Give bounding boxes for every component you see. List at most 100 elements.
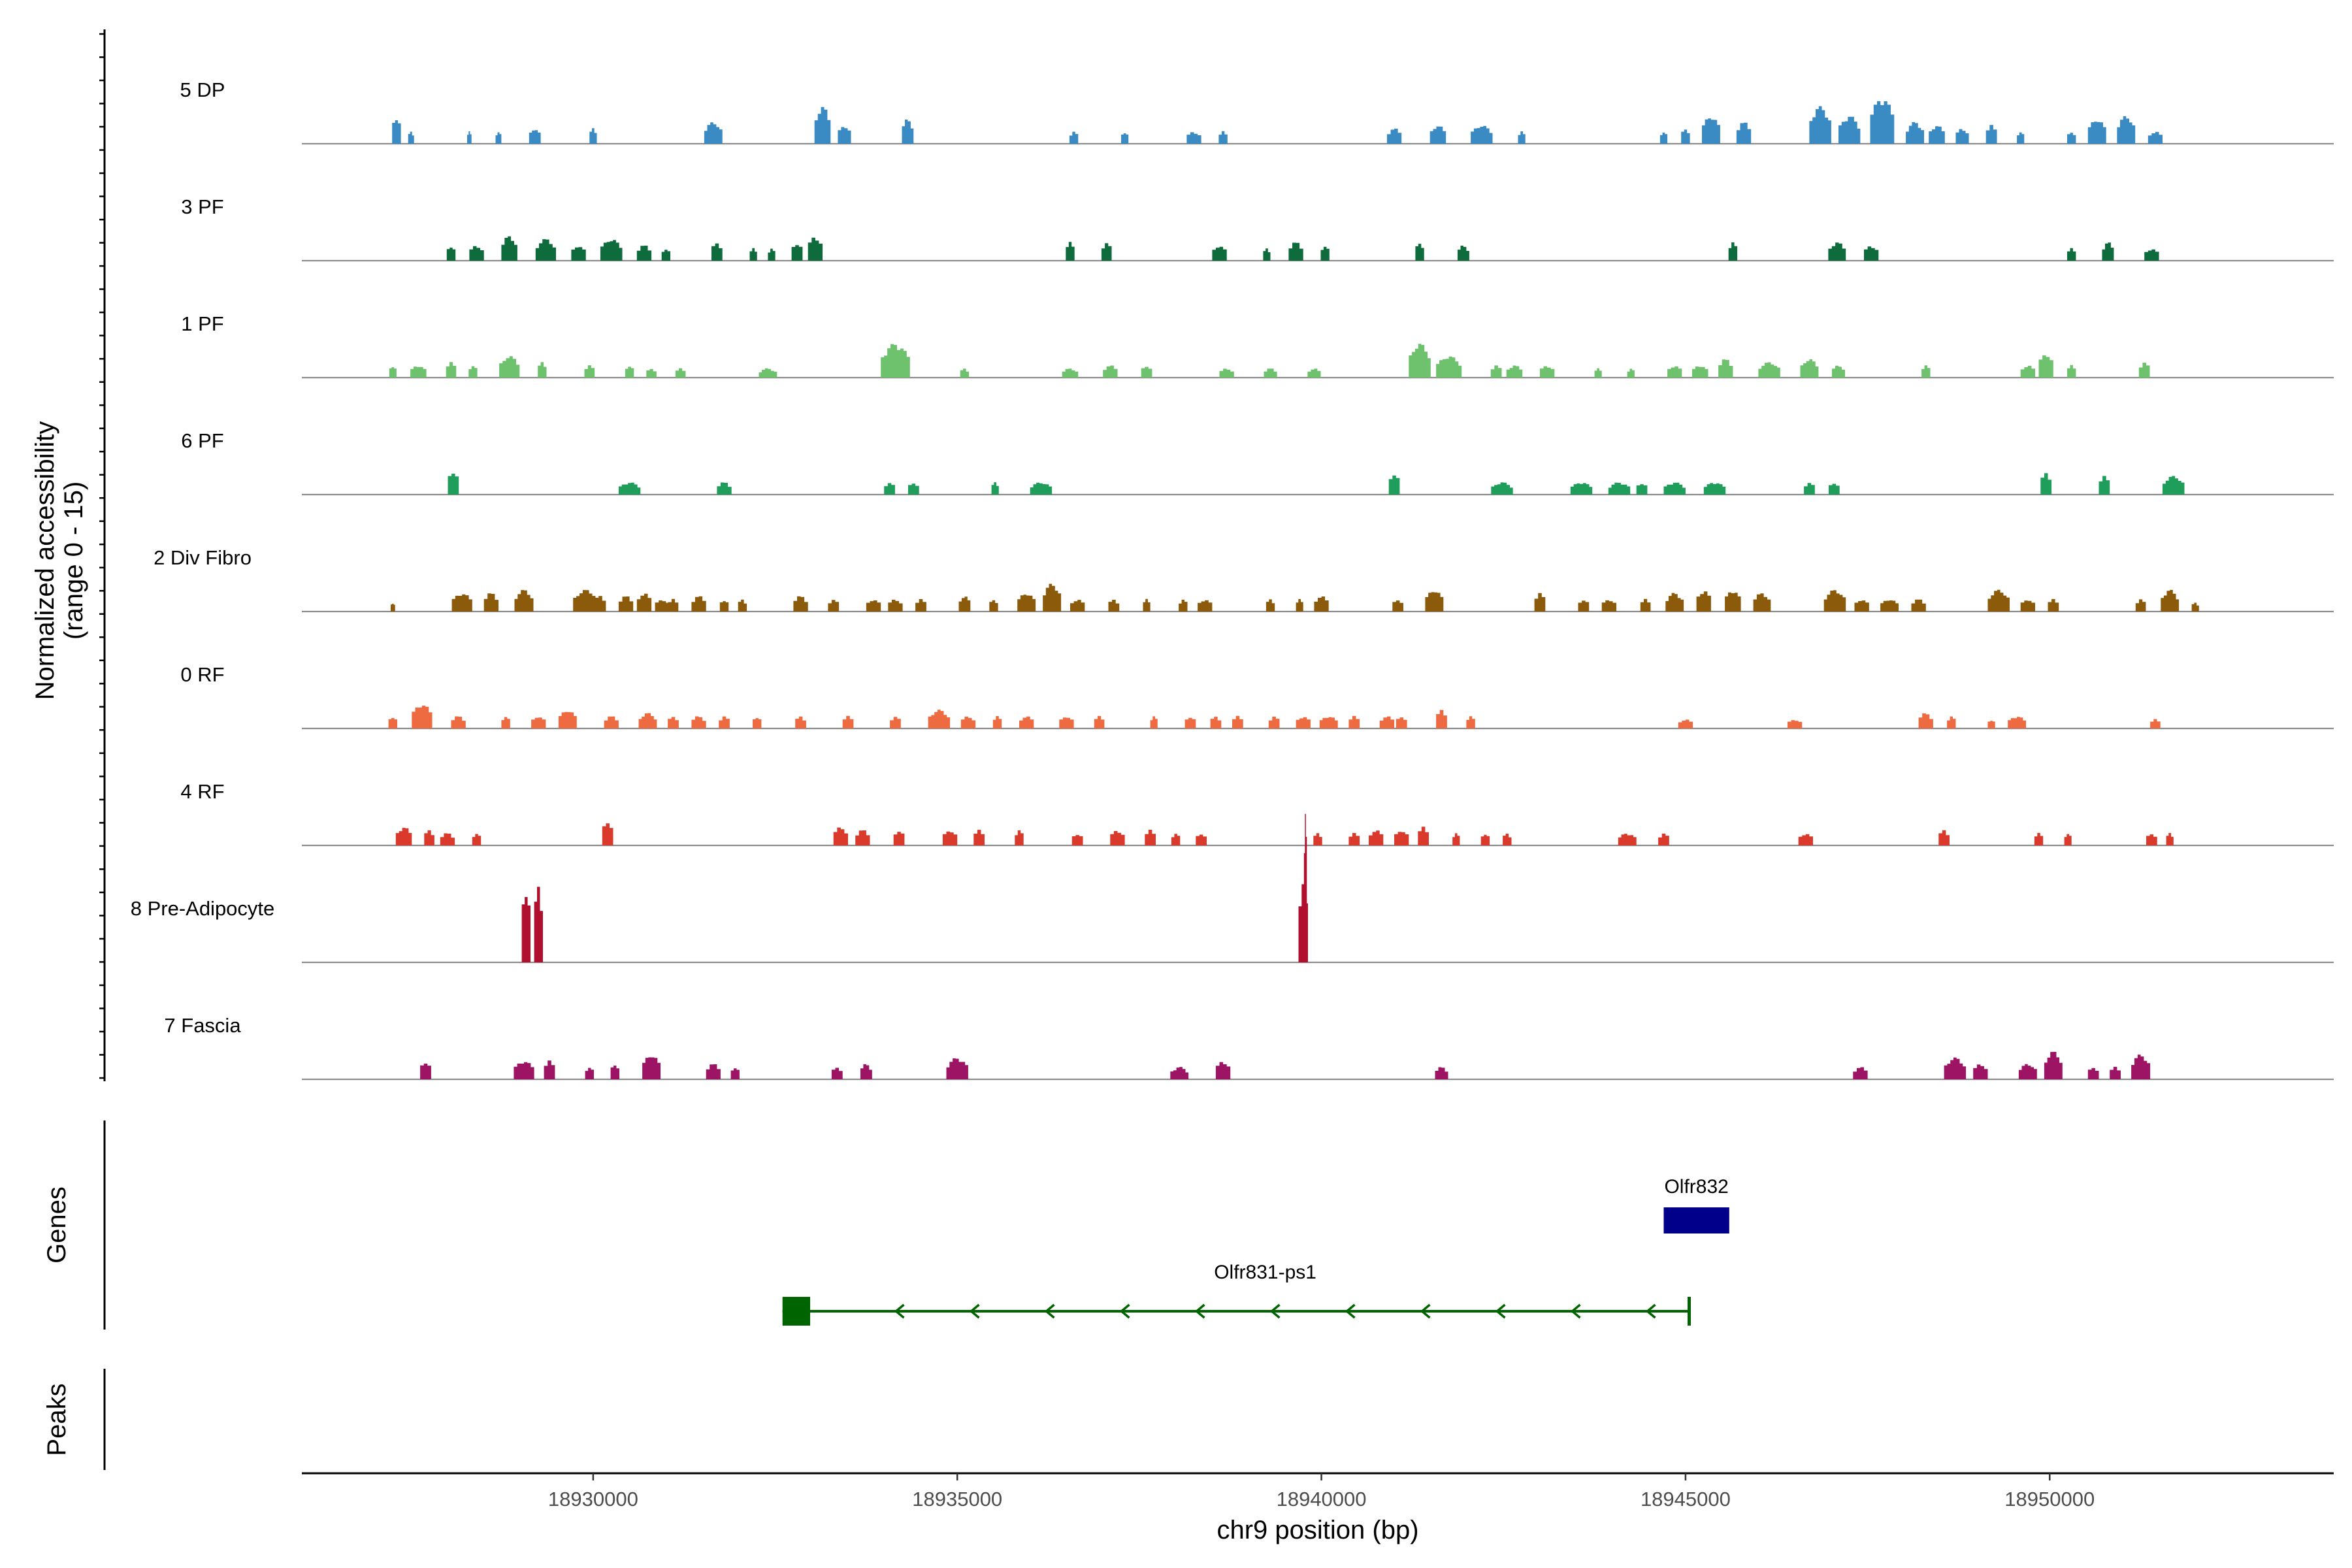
coverage-peak bbox=[928, 710, 951, 728]
coverage-peak bbox=[668, 598, 679, 612]
coverage-peak bbox=[2087, 122, 2106, 144]
coverage-peak bbox=[1296, 717, 1311, 728]
coverage-peak bbox=[833, 827, 848, 845]
coverage-peak bbox=[1480, 834, 1490, 845]
coverage-peak bbox=[2148, 131, 2163, 144]
coverage-peak bbox=[1753, 593, 1771, 612]
coverage-peak bbox=[1570, 483, 1593, 495]
coverage-peak bbox=[1210, 717, 1222, 728]
gene-annotations: Olfr832 Olfr831-ps1 bbox=[782, 1176, 1729, 1326]
coverage-peak bbox=[2150, 719, 2161, 728]
coverage-peak bbox=[1101, 243, 1112, 261]
track-label: 7 Fascia bbox=[164, 1014, 241, 1037]
coverage-peak bbox=[1296, 598, 1303, 612]
strand-arrow bbox=[1570, 1303, 1581, 1319]
track-label: 1 PF bbox=[181, 312, 223, 335]
x-axis-ticks: 18930000 18935000 18940000 18945000 18950000 bbox=[548, 1473, 2095, 1511]
coverage-peak bbox=[604, 716, 619, 728]
coverage-peak bbox=[691, 596, 706, 612]
track-5-dp: 5 DP bbox=[180, 78, 2334, 145]
coverage-peak bbox=[1506, 365, 1523, 378]
coverage-peak bbox=[1640, 598, 1651, 612]
coverage-peak bbox=[2044, 1052, 2063, 1079]
coverage-peak bbox=[1696, 591, 1711, 612]
coverage-peak bbox=[902, 120, 914, 144]
coverage-peak bbox=[1534, 593, 1546, 612]
coverage-peak bbox=[942, 831, 958, 845]
strand-arrow bbox=[1495, 1303, 1506, 1319]
coverage-peak bbox=[1490, 365, 1502, 378]
coverage-peak bbox=[1702, 118, 1720, 144]
coverage-peak bbox=[446, 362, 457, 378]
coverage-peak bbox=[2191, 602, 2199, 612]
coverage-peak bbox=[448, 474, 459, 495]
coverage-peak bbox=[2087, 1068, 2099, 1079]
coverage-peak bbox=[808, 237, 823, 261]
coverage-peak bbox=[1540, 366, 1555, 378]
track-3-pf: 3 PF bbox=[181, 195, 2334, 262]
coverage-peak bbox=[1518, 131, 1526, 144]
coverage-peak bbox=[738, 599, 747, 612]
x-tick-label: 18945000 bbox=[1641, 1488, 1731, 1511]
coverage-peak bbox=[440, 833, 455, 845]
coverage-peak bbox=[1043, 583, 1062, 612]
coverage-peak bbox=[2048, 598, 2059, 612]
coverage-peak bbox=[749, 248, 757, 261]
coverage-peak bbox=[544, 1060, 555, 1079]
coverage-peak bbox=[719, 601, 729, 612]
coverage-peak bbox=[1198, 600, 1213, 612]
coverage-peak bbox=[1396, 717, 1407, 728]
coverage-peak bbox=[2067, 248, 2076, 261]
gene-olfr831-ps1: Olfr831-ps1 bbox=[782, 1262, 1691, 1326]
coverage-peak bbox=[571, 247, 586, 261]
gene-olfr832: Olfr832 bbox=[1663, 1176, 1729, 1233]
coverage-peak bbox=[451, 594, 472, 612]
coverage-peak bbox=[2138, 363, 2150, 378]
track-label: 8 Pre-Adipocyte bbox=[131, 897, 275, 920]
coverage-peak bbox=[1911, 599, 1926, 612]
coverage-peak bbox=[602, 823, 613, 845]
coverage-peak bbox=[558, 711, 577, 728]
coverage-peak bbox=[1141, 367, 1152, 378]
coverage-peak bbox=[711, 243, 723, 261]
coverage-peak bbox=[1030, 482, 1053, 495]
coverage-peak bbox=[1307, 368, 1321, 378]
strand-arrow bbox=[969, 1303, 980, 1319]
coverage-peak bbox=[991, 482, 999, 495]
track-7-fascia: 7 Fascia bbox=[164, 1014, 2334, 1081]
strand-arrow bbox=[1269, 1303, 1281, 1319]
coverage-peak bbox=[642, 1057, 661, 1079]
coverage-peak bbox=[2064, 834, 2072, 845]
coverage-peak bbox=[469, 246, 484, 261]
coverage-peak bbox=[960, 716, 976, 728]
coverage-peak bbox=[1303, 813, 1307, 962]
coverage-peak bbox=[1418, 826, 1429, 845]
coverage-peak bbox=[1804, 483, 1815, 495]
coverage-peak bbox=[514, 1062, 534, 1079]
track-2-div-fibro: 2 Div Fibro bbox=[154, 546, 2334, 613]
coverage-peak bbox=[655, 600, 670, 612]
coverage-peak bbox=[1313, 833, 1322, 845]
coverage-peak bbox=[1692, 367, 1708, 378]
track-label: 6 PF bbox=[181, 429, 223, 452]
coverage-peak bbox=[501, 236, 517, 261]
genes-panel-title: Genes bbox=[42, 1186, 71, 1264]
coverage-peak bbox=[759, 368, 777, 378]
coverage-peak bbox=[1436, 710, 1447, 728]
strand-arrow bbox=[1645, 1303, 1656, 1319]
x-axis-title: chr9 position (bp) bbox=[1217, 1516, 1418, 1544]
coverage-peak bbox=[446, 248, 456, 261]
coverage-peak bbox=[1150, 716, 1158, 728]
coverage-peak bbox=[1070, 600, 1085, 612]
coverage-peak bbox=[1659, 132, 1668, 144]
coverage-peak bbox=[1094, 715, 1105, 728]
track-label: 5 DP bbox=[180, 78, 225, 101]
track-8-pre-adipocyte: 8 Pre-Adipocyte bbox=[131, 813, 2334, 964]
strand-arrow bbox=[1345, 1303, 1356, 1319]
coverage-peak bbox=[521, 897, 531, 962]
coverage-peak bbox=[1232, 715, 1243, 728]
coverage-peak bbox=[1170, 1067, 1189, 1079]
accessibility-y-title-line2: (range 0 - 15) bbox=[59, 482, 88, 640]
coverage-peak bbox=[1425, 592, 1444, 612]
